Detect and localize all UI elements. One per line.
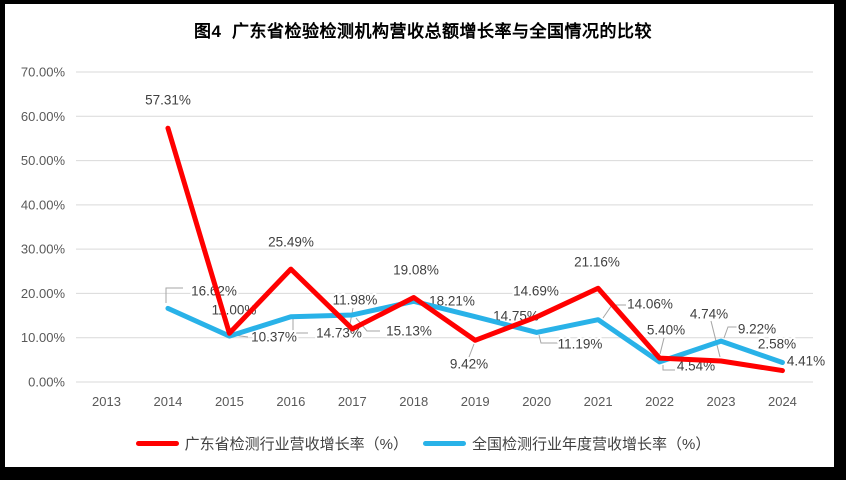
chart-title: 图4 广东省检验检测机构营收总额增长率与全国情况的比较 (194, 22, 652, 41)
legend-label-national: 全国检测行业年度营收增长率（%） (472, 436, 711, 453)
data-label: 25.49% (268, 235, 314, 250)
y-axis-tick-label: 70.00% (21, 65, 66, 80)
x-axis-tick-label: 2017 (338, 394, 367, 409)
y-axis-tick-label: 10.00% (21, 330, 66, 345)
data-label: 9.22% (738, 322, 776, 337)
x-axis-tick-label: 2019 (461, 394, 490, 409)
x-axis-tick-label: 2015 (215, 394, 244, 409)
blue-line-swatch-icon (423, 441, 466, 446)
x-axis-tick-label: 2024 (768, 394, 797, 409)
data-label: 9.42% (450, 357, 488, 372)
y-axis-tick-label: 30.00% (21, 242, 66, 257)
data-label: 4.41% (787, 354, 825, 369)
legend-item-guangdong: 广东省检测行业营收增长率（%） (135, 433, 408, 454)
data-label: 5.40% (647, 323, 685, 338)
series-line-0 (165, 125, 785, 374)
red-line-swatch-icon (135, 441, 179, 446)
data-label-leader-line (723, 326, 738, 339)
x-axis-tick-label: 2020 (522, 394, 551, 409)
data-label: 19.08% (393, 263, 439, 278)
x-axis-tick-label: 2023 (707, 394, 736, 409)
x-axis-tick-label: 2018 (399, 394, 428, 409)
x-axis-tick-label: 2014 (153, 394, 182, 409)
data-label-leader-line (538, 334, 561, 344)
data-label-leader-line (165, 287, 183, 303)
data-label: 4.74% (690, 307, 728, 322)
x-axis-tick-label: 2022 (645, 394, 674, 409)
data-label: 14.06% (627, 297, 673, 312)
data-label: 11.98% (333, 293, 378, 308)
data-label-leader-line (659, 337, 665, 355)
data-label: 2.58% (758, 337, 796, 352)
y-axis-tick-label: 20.00% (21, 286, 66, 301)
data-label-leader-line (710, 320, 721, 358)
x-axis-tick-label: 2021 (584, 394, 613, 409)
data-label-leader-line (468, 343, 475, 358)
series-line-1 (165, 298, 785, 365)
data-label: 21.16% (574, 255, 620, 270)
data-label: 14.69% (513, 284, 559, 299)
y-axis-tick-label: 50.00% (21, 153, 66, 168)
chart-legend: 广东省检测行业营收增长率（%） 全国检测行业年度营收增长率（%） (0, 433, 846, 454)
chart-canvas (5, 4, 834, 467)
data-label: 57.31% (145, 93, 191, 108)
y-axis-tick-label: 0.00% (28, 375, 65, 390)
legend-item-national: 全国检测行业年度营收增长率（%） (423, 433, 710, 454)
data-label-leader-line (662, 365, 675, 371)
y-axis-tick-label: 60.00% (21, 109, 66, 124)
data-label: 10.37% (251, 330, 297, 345)
legend-label-guangdong: 广东省检测行业营收增长率（%） (184, 436, 408, 453)
data-label-leader-line (292, 319, 308, 334)
data-label: 11.19% (558, 337, 603, 352)
data-label: 16.62% (191, 284, 237, 299)
data-label-leader-line (355, 317, 380, 332)
data-label: 15.13% (386, 324, 432, 339)
x-axis-tick-label: 2013 (92, 394, 121, 409)
y-axis-tick-label: 40.00% (21, 197, 66, 212)
x-axis-tick-label: 2016 (276, 394, 305, 409)
